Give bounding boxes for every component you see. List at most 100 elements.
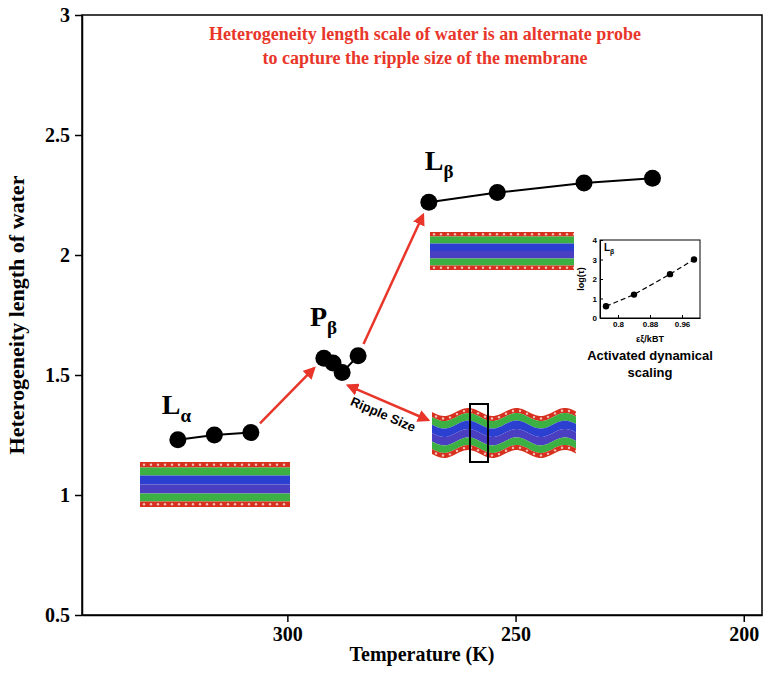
membrane-head [468,267,470,269]
membrane-head [491,454,493,456]
membrane-layer [140,476,290,485]
membrane-head [496,267,498,269]
membrane-head [150,503,152,505]
membrane-head [477,449,479,451]
data-point [489,184,506,201]
membrane-illustration [432,408,577,458]
inset-x-title: εξ/kBT [636,334,664,344]
membrane-head [157,503,159,505]
series-line [429,178,653,202]
inset-x-axis-tick: 0.96 [675,315,691,329]
membrane-layer [140,467,290,475]
membrane-head [241,503,243,505]
membrane-head [526,412,528,414]
phase-arrow [260,368,314,423]
membrane-illustration [140,462,290,507]
membrane-head [475,267,477,269]
tick-label: 2 [593,275,598,284]
membrane-head [454,267,456,269]
phase-label-main: P [310,301,327,332]
phase-label: Lβ [425,145,454,182]
membrane-head [255,464,257,466]
data-point [644,170,661,187]
membrane-layer [430,237,574,244]
inset-x-axis-tick: 0.8 [613,315,625,329]
membrane-head [566,233,568,235]
chart-title: Heterogeneity length scale of water is a… [209,24,641,68]
tick-label: 0 [593,314,598,323]
tick-mark [743,615,745,622]
data-point [206,427,223,444]
membrane-head [496,233,498,235]
tick-label: 2 [60,244,70,266]
tick-mark [287,615,289,622]
membrane-layer [140,462,290,467]
membrane-head [461,233,463,235]
membrane-head [192,464,194,466]
membrane-head [248,503,250,505]
membrane-head [489,267,491,269]
membrane-head [171,464,173,466]
membrane-illustration [430,232,575,270]
membrane-head [442,417,444,419]
x-axis-tick: 300 [273,615,303,645]
membrane-head [559,233,561,235]
membrane-head [531,267,533,269]
y-axis-tick: 2.5 [45,124,82,146]
membrane-head [540,417,542,419]
membrane-head [164,464,166,466]
plot-frame [82,15,762,615]
membrane-head [206,464,208,466]
membrane-head [533,453,535,455]
membrane-head [199,464,201,466]
membrane-head [447,233,449,235]
membrane-head [477,412,479,414]
membrane-head [213,464,215,466]
membrane-head [262,464,264,466]
membrane-head [262,503,264,505]
membrane-layer [430,265,574,270]
membrane-head [454,233,456,235]
x-axis-title: Temperature (K) [350,643,495,666]
phase-label: Lα [162,389,192,426]
membrane-head [220,464,222,466]
membrane-head [524,267,526,269]
y-axis-tick: 1.5 [45,364,82,386]
membrane-head [435,452,437,454]
membrane-head [573,233,575,235]
inset-y-axis-tick: 3 [593,256,603,265]
membrane-layer [432,445,576,458]
membrane-head [463,410,465,412]
membrane-head [510,267,512,269]
inset-title: Lβ [604,242,614,256]
membrane-head [150,464,152,466]
membrane-head [533,416,535,418]
membrane-head [157,464,159,466]
membrane-head [552,267,554,269]
membrane-layer [140,502,290,507]
membrane-head [447,267,449,269]
y-axis-title: Heterogeneity length of water [4,175,29,454]
inset-caption: Activated dynamicalscaling [587,348,713,380]
membrane-head [552,233,554,235]
membrane-head [498,453,500,455]
membrane-head [461,267,463,269]
inset-y-axis-tick: 1 [593,295,603,304]
membrane-head [505,413,507,415]
tick-mark [75,135,82,137]
membrane-head [517,267,519,269]
tick-label: 1 [593,295,598,304]
y-axis-tick: 1 [60,484,82,506]
membrane-head [449,416,451,418]
text-line: Heterogeneity length scale of water is a… [209,24,641,44]
membrane-head [283,464,285,466]
membrane-head [489,233,491,235]
membrane-head [559,267,561,269]
data-point [334,364,351,381]
x-axis-tick: 200 [729,615,759,645]
membrane-layer [430,259,574,266]
membrane-head [440,233,442,235]
membrane-head [519,410,521,412]
plot-area [169,170,661,449]
membrane-layer [140,494,290,502]
